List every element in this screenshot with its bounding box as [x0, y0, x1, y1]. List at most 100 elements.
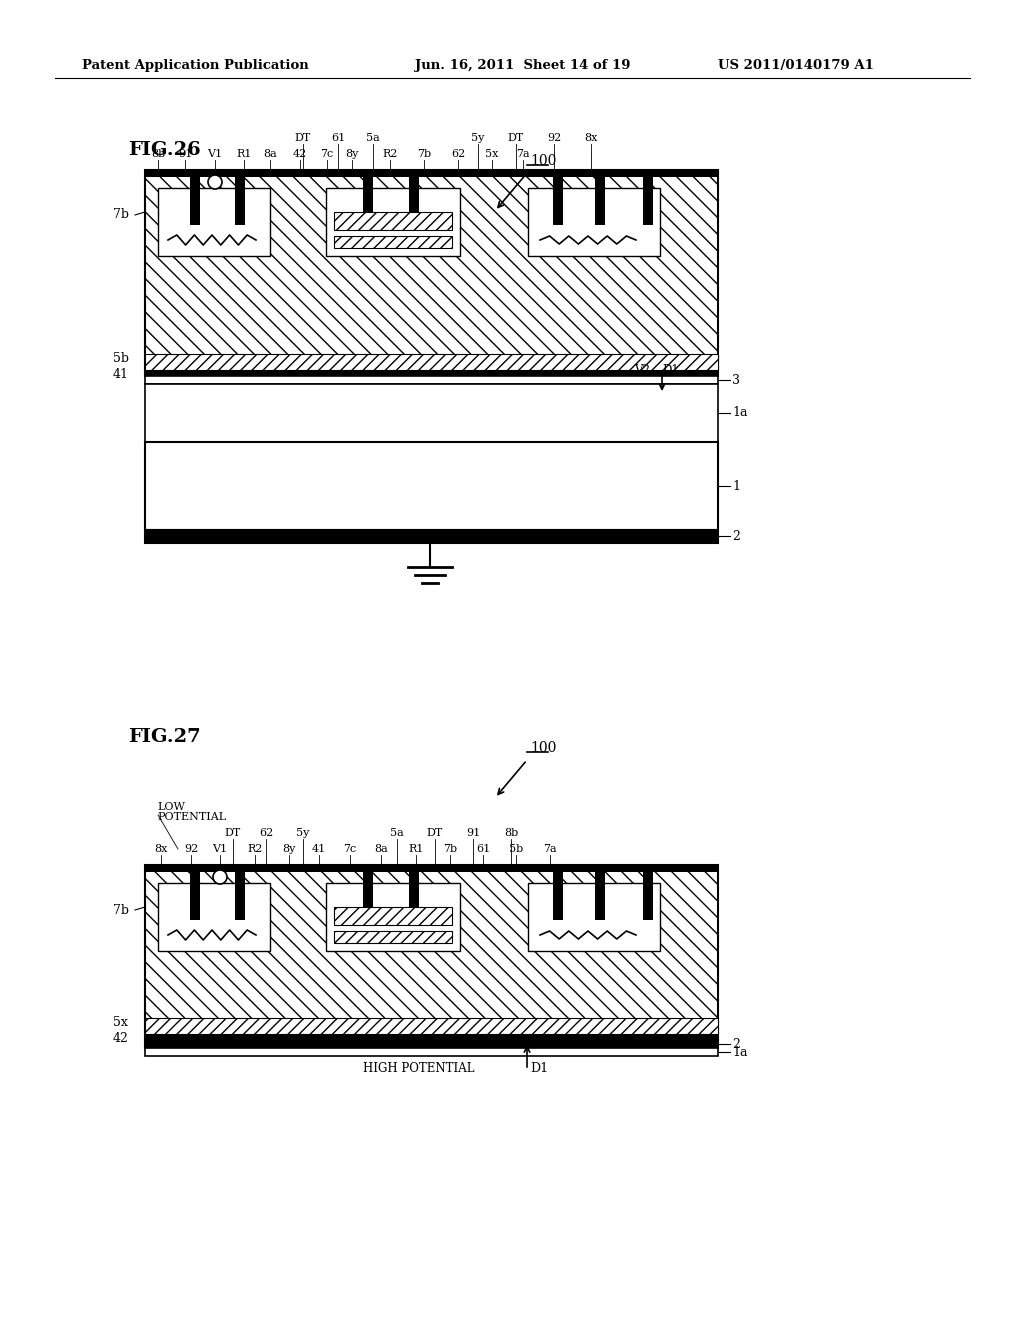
Text: 8a: 8a: [263, 149, 276, 158]
Bar: [334, 931, 452, 942]
Text: DT: DT: [508, 133, 524, 143]
Bar: [334, 213, 452, 230]
Bar: [528, 187, 660, 256]
Text: 62: 62: [259, 828, 273, 838]
Text: 5y: 5y: [296, 828, 309, 838]
Text: HIGH POTENTIAL: HIGH POTENTIAL: [362, 1061, 474, 1074]
Text: US 2011/0140179 A1: US 2011/0140179 A1: [718, 58, 873, 71]
Text: LOW: LOW: [157, 803, 185, 812]
Text: 62: 62: [451, 149, 465, 158]
Text: 92: 92: [547, 133, 561, 143]
Text: 2: 2: [732, 1038, 740, 1051]
Bar: [145, 170, 718, 177]
Bar: [145, 170, 718, 376]
Bar: [158, 187, 270, 256]
Text: 7b: 7b: [417, 149, 431, 158]
Text: 8y: 8y: [283, 843, 296, 854]
Text: 5a: 5a: [367, 133, 380, 143]
Bar: [326, 187, 460, 256]
Bar: [334, 236, 452, 248]
Text: 5y: 5y: [471, 133, 484, 143]
Bar: [362, 873, 373, 920]
Text: 3: 3: [732, 374, 740, 387]
Text: DT: DT: [427, 828, 443, 838]
Text: 100: 100: [530, 154, 556, 168]
Bar: [409, 873, 419, 920]
Bar: [190, 177, 200, 224]
Text: Patent Application Publication: Patent Application Publication: [82, 58, 309, 71]
Text: DT: DT: [225, 828, 241, 838]
Bar: [145, 354, 718, 370]
Text: 8x: 8x: [585, 133, 598, 143]
Text: 8y: 8y: [345, 149, 358, 158]
Bar: [158, 883, 270, 950]
Text: 7c: 7c: [343, 843, 356, 854]
Bar: [326, 883, 460, 950]
Bar: [145, 442, 718, 531]
Text: 8b: 8b: [504, 828, 518, 838]
Text: FIG.26: FIG.26: [128, 141, 201, 158]
Bar: [145, 865, 718, 873]
Text: 2: 2: [732, 529, 740, 543]
Text: 91: 91: [178, 149, 193, 158]
Text: FIG.27: FIG.27: [128, 729, 201, 746]
Text: 61: 61: [476, 843, 490, 854]
Text: 42: 42: [113, 1031, 129, 1044]
Text: 7a: 7a: [543, 843, 557, 854]
Text: 7b: 7b: [443, 843, 457, 854]
Bar: [234, 873, 245, 920]
Text: 5x: 5x: [113, 1015, 128, 1028]
Bar: [595, 177, 605, 224]
Text: Jun. 16, 2011  Sheet 14 of 19: Jun. 16, 2011 Sheet 14 of 19: [415, 58, 631, 71]
Text: 100: 100: [530, 741, 556, 755]
Bar: [145, 1048, 718, 1056]
Text: 42: 42: [293, 149, 307, 158]
Bar: [334, 907, 452, 925]
Text: 7c: 7c: [321, 149, 334, 158]
Text: R1: R1: [237, 149, 252, 158]
Text: 1a: 1a: [732, 1045, 748, 1059]
Bar: [409, 177, 419, 224]
Text: 5a: 5a: [390, 828, 403, 838]
Bar: [145, 376, 718, 384]
Text: 1a: 1a: [732, 407, 748, 420]
Text: D1: D1: [530, 1061, 548, 1074]
Bar: [145, 1018, 718, 1034]
Text: 1: 1: [732, 479, 740, 492]
Text: POTENTIAL: POTENTIAL: [157, 812, 226, 822]
Text: 8x: 8x: [155, 843, 168, 854]
Text: 61: 61: [331, 133, 345, 143]
Text: V1: V1: [212, 843, 227, 854]
Text: 5b: 5b: [113, 351, 129, 364]
Bar: [595, 873, 605, 920]
Text: 91: 91: [466, 828, 480, 838]
Text: 5x: 5x: [485, 149, 499, 158]
Bar: [553, 873, 563, 920]
Text: R2: R2: [248, 843, 263, 854]
Text: V1: V1: [208, 149, 222, 158]
Bar: [643, 177, 653, 224]
Bar: [190, 873, 200, 920]
Text: 8b: 8b: [151, 149, 165, 158]
Text: V2: V2: [634, 364, 650, 378]
Text: R2: R2: [382, 149, 397, 158]
Bar: [145, 1040, 718, 1048]
Text: 41: 41: [312, 843, 326, 854]
Bar: [145, 370, 718, 376]
Circle shape: [213, 870, 227, 884]
Text: 41: 41: [113, 367, 129, 380]
Text: DT: DT: [295, 133, 311, 143]
Bar: [145, 865, 718, 1040]
Text: 8a: 8a: [374, 843, 388, 854]
Text: 7b: 7b: [113, 903, 129, 916]
Text: R1: R1: [409, 843, 424, 854]
Bar: [362, 177, 373, 224]
Circle shape: [208, 176, 222, 189]
Bar: [553, 177, 563, 224]
Text: 7b: 7b: [113, 209, 129, 222]
Bar: [234, 177, 245, 224]
Bar: [145, 1034, 718, 1040]
Bar: [528, 883, 660, 950]
Text: D1: D1: [662, 364, 679, 378]
Text: 92: 92: [184, 843, 198, 854]
